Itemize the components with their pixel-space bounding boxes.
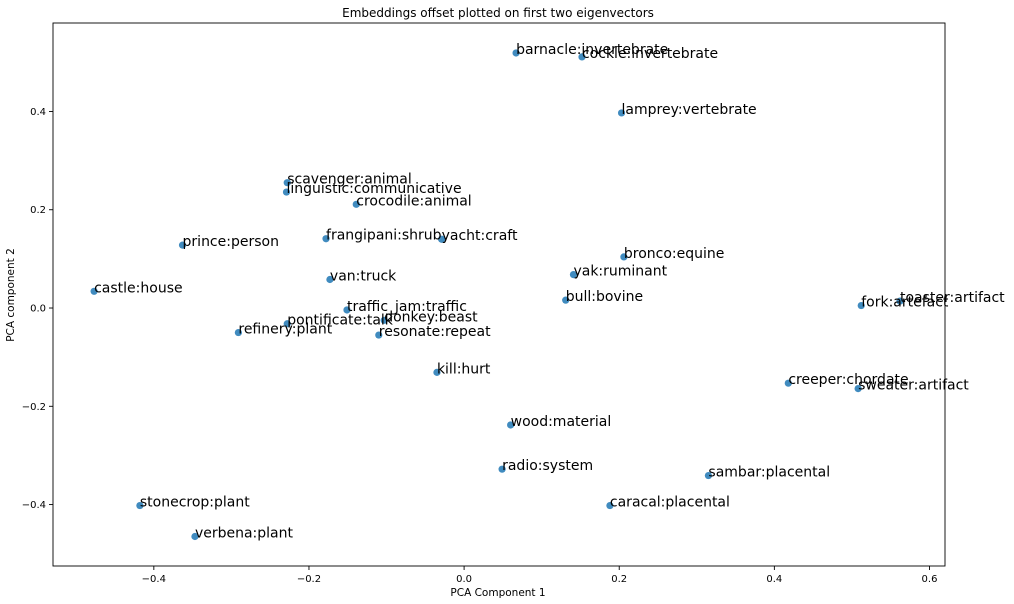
data-point [322,235,330,243]
data-point [578,53,586,61]
point-label: stonecrop:plant [140,495,250,511]
point-label: bronco:equine [624,246,725,262]
data-point [380,316,388,324]
point-label: yacht:craft [442,228,518,244]
data-point [784,379,792,387]
y-tick-label: 0.4 [30,107,46,118]
plot-area [52,22,946,567]
point-label: kill:hurt [437,361,491,377]
point-label: radio:system [502,458,593,474]
point-label: wood:material [511,414,612,430]
point-label: donkey:beast [384,309,478,325]
data-point [438,235,446,243]
point-label: fork:artefact [861,295,949,311]
data-point [433,368,441,376]
point-label: lamprey:vertebrate [622,102,757,118]
data-point [512,49,520,57]
data-point [326,275,334,284]
data-point [507,421,515,429]
point-label: frangipani:shrub [326,228,442,244]
data-point [606,501,614,510]
point-label: toaster:artifact [900,290,1005,306]
point-label: linguistic:communicative [286,181,461,197]
point-label: scavenger:animal [287,172,412,188]
x-tick-label: 0.0 [456,574,472,585]
data-point [617,109,626,117]
point-label: castle:house [94,280,182,296]
point-label: verbena:plant [195,526,294,542]
data-point [352,200,360,208]
data-point [498,465,506,473]
chart-title: Embeddings offset plotted on first two e… [342,6,654,20]
data-point [283,179,291,187]
data-point [569,270,578,279]
data-point [90,287,98,295]
y-tick-label: 0.2 [30,205,46,216]
data-point [896,297,904,305]
data-point [620,253,628,261]
point-label: sweater:artifact [858,378,969,394]
point-label: caracal:placental [610,495,730,511]
data-point [857,301,865,310]
data-point [234,328,242,337]
point-label: prince:person [183,234,279,250]
y-tick-label: −0.2 [22,402,46,413]
x-axis: −0.4 −0.2 0.0 0.2 0.4 0.6 [142,566,938,585]
point-label: cockle:invertebrate [582,46,718,62]
point-label: traffic_jam:traffic [347,299,467,315]
point-label: barnacle:invertebrate [516,42,668,58]
point-label: sambar:placental [708,465,830,481]
data-point [136,501,144,510]
point-label: creeper:chordate [788,372,908,388]
x-tick-label: −0.2 [297,574,321,585]
point-label: refinery:plant [238,322,332,338]
point-label: yak:ruminant [573,264,667,280]
point-label: van:truck [330,269,397,285]
data-point [191,532,199,541]
point-label: bull:bovine [566,289,643,305]
data-point [178,241,187,249]
x-tick-label: 0.4 [766,574,782,585]
data-point [704,471,713,480]
point-label: pontificate:talk [287,313,394,329]
y-tick-label: −0.4 [22,500,46,511]
x-tick-label: 0.6 [922,574,938,585]
x-axis-label: PCA Component 1 [450,587,545,599]
data-point [854,385,862,393]
y-tick-label: 0.0 [30,304,46,315]
point-label: crocodile:animal [356,193,471,209]
data-points [90,49,904,541]
y-axis: −0.4 −0.2 0.0 0.2 0.4 [22,107,53,511]
x-tick-label: −0.4 [142,574,166,585]
point-label: resonate:repeat [379,324,491,340]
data-point [283,320,291,328]
data-point [375,331,383,339]
data-point [282,188,291,196]
y-axis-label: PCA component 2 [5,248,17,342]
point-labels: barnacle:invertebratecockle:invertebrate… [94,42,1005,542]
data-point [343,306,351,314]
data-point [562,296,570,304]
x-tick-label: 0.2 [611,574,627,585]
